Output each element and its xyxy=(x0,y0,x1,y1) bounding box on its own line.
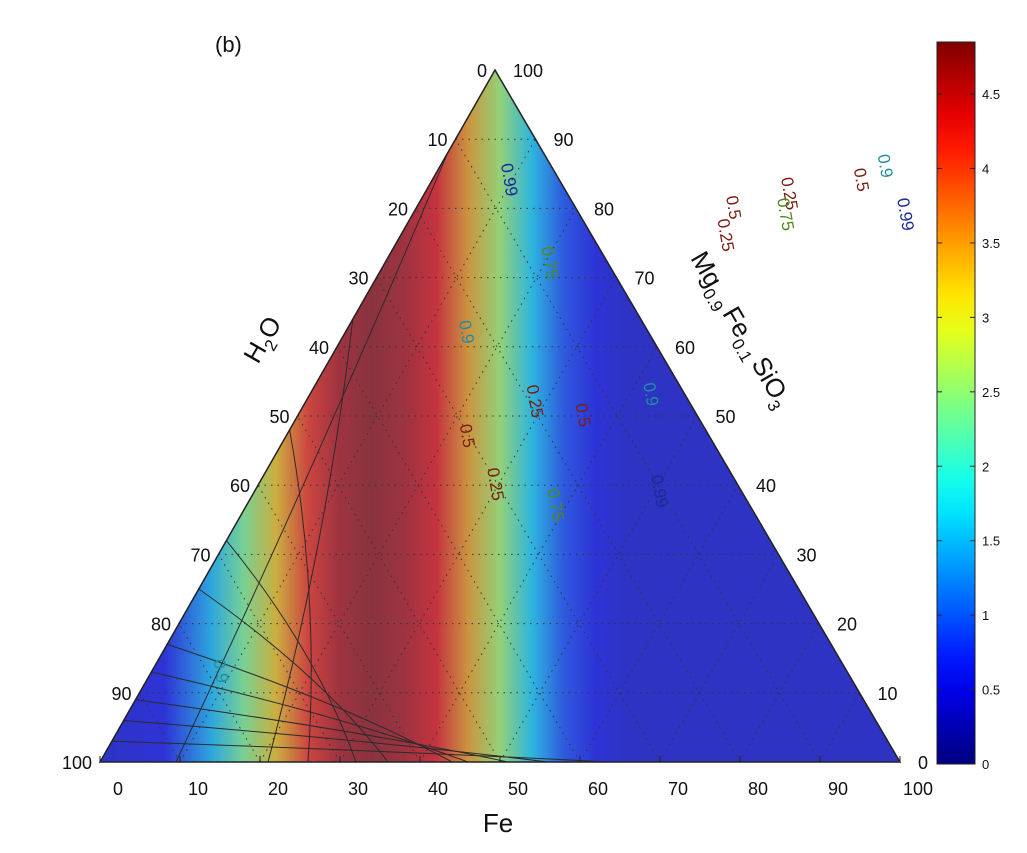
bottom-axis-label: Fe xyxy=(483,808,513,838)
right-tick-label: 20 xyxy=(837,615,857,635)
grid-line xyxy=(179,138,536,762)
left-tick-label: 90 xyxy=(111,684,131,704)
right-tick-label: 70 xyxy=(635,269,655,289)
contour-label: 0.99 xyxy=(893,196,917,232)
bottom-tick-label: 30 xyxy=(348,779,368,799)
contour-line xyxy=(111,740,609,762)
contour-line xyxy=(289,429,312,762)
colorbar-tick-label: 3.5 xyxy=(982,236,1000,251)
grid-line xyxy=(579,484,739,762)
left-tick-label: 40 xyxy=(309,338,329,358)
grid-line xyxy=(336,346,581,762)
right-axis-label-part: SiO xyxy=(746,351,794,404)
bottom-tick-label: 10 xyxy=(188,779,208,799)
right-tick-label: 30 xyxy=(797,545,817,565)
contour-line xyxy=(267,319,354,762)
right-tick-label: 100 xyxy=(513,61,543,81)
colorbar-tick-label: 3 xyxy=(982,310,989,325)
left-axis-label-part: O xyxy=(251,311,287,344)
left-axis-label: H2O xyxy=(237,311,292,370)
bottom-axis-ticks: 0 10 20 30 40 50 60 70 80 90 100 xyxy=(99,756,933,799)
bottom-tick-label: 40 xyxy=(428,779,448,799)
bottom-tick-label: 100 xyxy=(903,779,933,799)
colorbar-ticks: 0 0.5 1 1.5 2 2.5 3 3.5 4 4.5 xyxy=(937,87,1000,772)
contour-label: 0.25 xyxy=(713,217,737,253)
right-tick-label: 40 xyxy=(756,476,776,496)
right-tick-label: 80 xyxy=(594,199,614,219)
bottom-tick-label: 50 xyxy=(508,779,528,799)
contour-lines xyxy=(111,152,609,762)
right-tick-label: 50 xyxy=(716,407,736,427)
grid-line xyxy=(259,208,577,762)
colorbar-tick-label: 4 xyxy=(982,162,989,177)
left-tick-label: 100 xyxy=(62,753,92,773)
grid-line xyxy=(499,415,698,762)
grid-line xyxy=(659,554,779,762)
grid-line xyxy=(178,623,261,762)
colorbar-tick-label: 0.5 xyxy=(982,683,1000,698)
colorbar-tick-label: 1.5 xyxy=(982,534,1000,549)
right-axis-label-part: Mg xyxy=(685,246,729,292)
contour-line xyxy=(151,671,469,762)
left-tick-label: 20 xyxy=(388,199,408,219)
left-tick-label: 80 xyxy=(151,615,171,635)
contour-label: 0.5 xyxy=(572,402,595,429)
contour-line xyxy=(175,152,449,762)
colorbar xyxy=(936,41,976,765)
right-tick-label: 60 xyxy=(675,338,695,358)
bottom-tick-label: 90 xyxy=(828,779,848,799)
contour-line xyxy=(226,540,357,762)
bottom-tick-label: 60 xyxy=(588,779,608,799)
contour-line xyxy=(135,699,509,762)
panel-label: (b) xyxy=(215,32,242,57)
grid-line xyxy=(739,623,820,762)
left-tick-label: 50 xyxy=(269,407,289,427)
left-tick-label: 60 xyxy=(230,476,250,496)
colorbar-tick-label: 1 xyxy=(982,608,989,623)
grid-line xyxy=(139,692,181,762)
left-tick-label: 10 xyxy=(427,130,447,150)
contour-label: 0.9 xyxy=(455,319,478,346)
bottom-tick-label: 0 xyxy=(113,779,123,799)
right-axis-label: Mg0.9Fe0.1SiO3 xyxy=(680,246,798,415)
colorbar-tick-label: 4.5 xyxy=(982,87,1000,102)
left-tick-label: 0 xyxy=(477,61,487,81)
left-tick-label: 30 xyxy=(348,269,368,289)
colorbar-tick-label: 2 xyxy=(982,459,989,474)
left-axis-ticks: 0 10 20 30 40 50 60 70 80 90 100 xyxy=(62,61,487,773)
contour-label: 0.9 xyxy=(874,153,897,180)
contour-label: 0.9 xyxy=(209,658,232,685)
contour-label: 0.5 xyxy=(722,194,745,221)
colorbar-tick-label: 2.5 xyxy=(982,385,1000,400)
grid-line xyxy=(257,484,421,762)
contour-label: 0.5 xyxy=(456,423,479,450)
bottom-tick-label: 20 xyxy=(268,779,288,799)
grid-line xyxy=(819,692,860,762)
colorbar-tick-label: 0 xyxy=(982,757,989,772)
right-tick-label: 10 xyxy=(878,684,898,704)
contour-line xyxy=(198,588,389,762)
bottom-tick-label: 80 xyxy=(748,779,768,799)
right-tick-label: 90 xyxy=(554,130,574,150)
left-tick-label: 70 xyxy=(190,545,210,565)
dotted-grid xyxy=(139,138,860,762)
contour-label: 0.5 xyxy=(850,166,873,193)
contour-label: 0.9 xyxy=(639,381,662,408)
bottom-tick-label: 70 xyxy=(668,779,688,799)
right-tick-label: 0 xyxy=(918,753,928,773)
contour-line xyxy=(166,643,453,762)
grid-line xyxy=(376,277,661,762)
